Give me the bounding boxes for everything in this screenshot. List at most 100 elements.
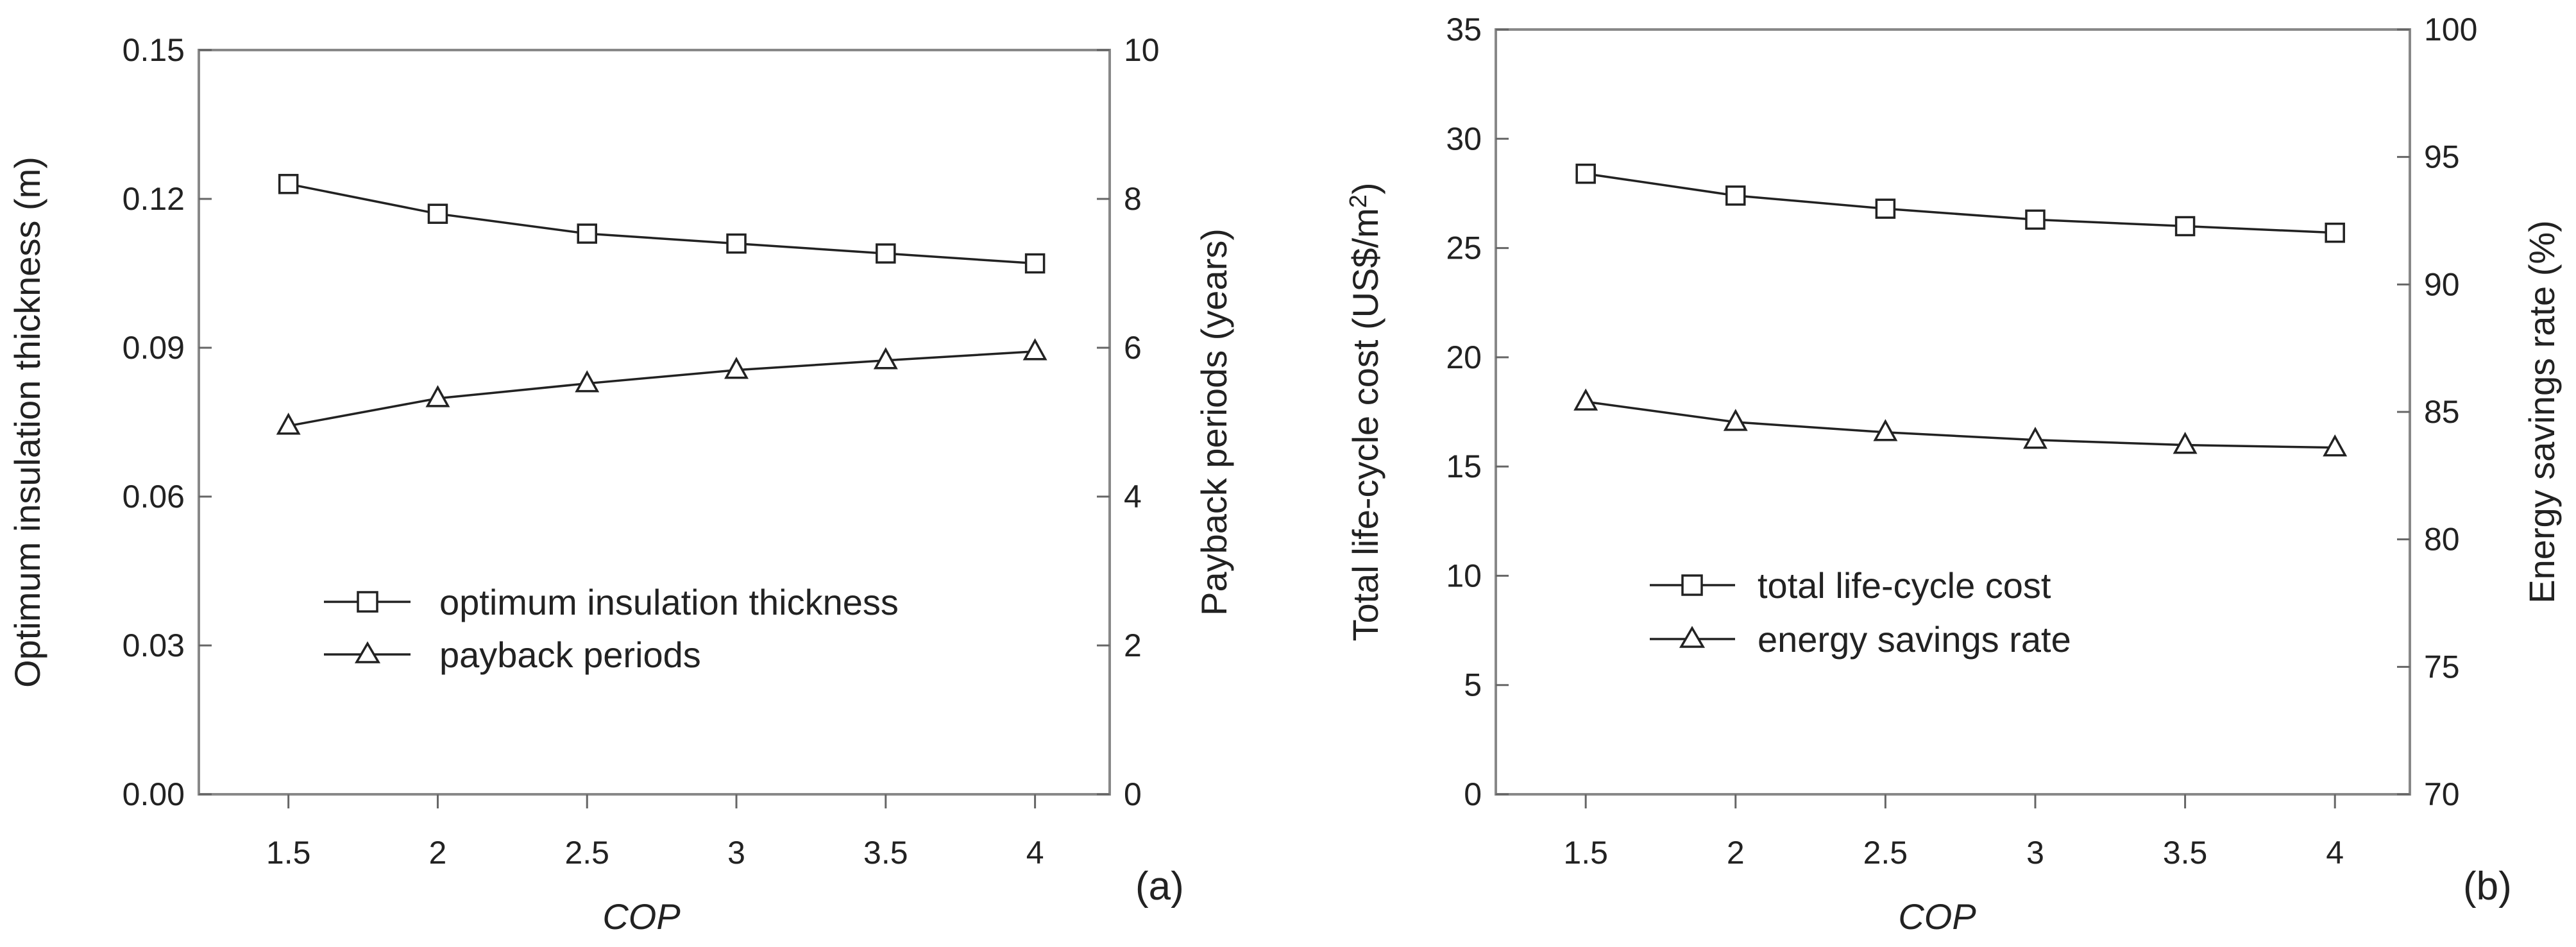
data-point-square: [1575, 164, 1596, 184]
data-point-square: [577, 223, 597, 244]
right-y-tick-label: 10: [1124, 32, 1160, 68]
legend-triangle-marker: [354, 641, 381, 663]
legend: total life-cycle cost energy savings rat…: [1650, 565, 2071, 660]
legend-square-marker: [357, 591, 378, 613]
y-axis-left-title-main: Total life-cycle cost (US$/m: [1345, 208, 1385, 641]
series-line: [288, 350, 1035, 427]
right-y-tick-label: 95: [2424, 139, 2460, 175]
series-line: [1585, 173, 2335, 234]
left-axis-ticks: 0.00 0.03 0.06 0.09 0.12 0.15: [123, 32, 212, 812]
panel-label-a: (a): [1135, 864, 1184, 909]
x-tick-label: 2.5: [1863, 835, 1908, 871]
x-tick-label: 1.5: [266, 835, 311, 871]
right-y-tick-label: 2: [1124, 627, 1142, 663]
right-axis-ticks: 70 75 80 85 90 95 100: [2397, 12, 2477, 812]
data-point-triangle: [2173, 432, 2198, 454]
data-point-square: [1024, 253, 1046, 274]
data-point-triangle: [575, 370, 600, 393]
series-total-life-cycle-cost: [1575, 164, 2345, 243]
right-y-tick-label: 90: [2424, 266, 2460, 302]
left-y-tick-label: 5: [1464, 667, 1482, 703]
left-y-tick-label: 0.00: [123, 776, 185, 812]
data-point-triangle: [724, 357, 749, 379]
left-y-tick-label: 15: [1446, 448, 1482, 484]
left-y-tick-label: 10: [1446, 558, 1482, 593]
data-point-triangle: [1573, 388, 1598, 411]
data-point-square: [1875, 198, 1896, 219]
legend: optimum insulation thickness payback per…: [324, 582, 899, 675]
legend-square-marker: [1681, 574, 1703, 596]
y-axis-right-title: Energy savings rate (%): [2521, 220, 2562, 604]
right-y-tick-label: 6: [1124, 330, 1142, 366]
y-axis-left-title-suffix: ): [1345, 182, 1385, 194]
x-tick-label: 3.5: [863, 835, 908, 871]
data-point-triangle: [276, 413, 301, 435]
data-point-square: [2174, 216, 2196, 237]
data-point-square: [876, 243, 896, 264]
plot-frame: [198, 49, 1111, 796]
y-axis-left-title-superscript: 2: [1345, 194, 1372, 208]
legend-triangle-marker: [1679, 626, 1706, 648]
data-point-triangle: [425, 385, 450, 407]
legend-label-cost: total life-cycle cost: [1758, 565, 2051, 606]
right-axis-ticks: 0 2 4 6 8 10: [1097, 32, 1160, 812]
left-y-tick-label: 30: [1446, 121, 1482, 157]
x-tick-label: 3.5: [2163, 835, 2208, 871]
right-y-tick-label: 4: [1124, 479, 1142, 515]
y-axis-left-title: Total life-cycle cost (US$/m2): [1345, 182, 1385, 641]
chart-panel-a: 0.00 0.03 0.06 0.09 0.12 0.15 0 2 4 6 8 10 1.5 2 2.5…: [7, 32, 1234, 937]
left-y-tick-label: 0.12: [123, 181, 185, 217]
x-axis-ticks: 1.5 2 2.5 3 3.5 4: [266, 794, 1044, 871]
data-point-triangle: [873, 347, 898, 370]
left-y-tick-label: 0.06: [123, 479, 185, 515]
x-tick-label: 2: [1727, 835, 1745, 871]
legend-label-thickness: optimum insulation thickness: [439, 582, 899, 622]
right-y-tick-label: 75: [2424, 649, 2460, 685]
data-point-square: [2025, 209, 2046, 230]
chart-panel-b: 0 5 10 15 20 25 30 35 70 75 80 85 90 95 100 1.5 2 2.5 3 3…: [1345, 12, 2562, 937]
right-y-tick-label: 70: [2424, 776, 2460, 812]
data-point-square: [427, 203, 448, 224]
data-point-triangle: [2023, 427, 2047, 449]
left-y-tick-label: 0.03: [123, 627, 185, 663]
left-y-tick-label: 0.15: [123, 32, 185, 68]
x-tick-label: 3: [2026, 835, 2044, 871]
left-y-tick-label: 25: [1446, 230, 1482, 266]
data-point-square: [2325, 222, 2345, 243]
x-tick-label: 4: [1026, 835, 1044, 871]
right-y-tick-label: 8: [1124, 181, 1142, 217]
data-point-square: [1725, 185, 1746, 206]
legend-label-payback: payback periods: [439, 635, 701, 675]
x-tick-label: 2.5: [564, 835, 609, 871]
left-y-tick-label: 0.09: [123, 330, 185, 366]
data-point-square: [278, 174, 299, 194]
x-tick-label: 1.5: [1563, 835, 1608, 871]
x-axis-ticks: 1.5 2 2.5 3 3.5 4: [1563, 794, 2344, 871]
data-point-square: [726, 233, 747, 254]
panel-label-b: (b): [2463, 864, 2512, 909]
left-axis-ticks: 0 5 10 15 20 25 30 35: [1446, 12, 1509, 812]
series-line: [288, 183, 1035, 265]
x-axis-title: COP: [1898, 896, 1976, 937]
plot-frame: [1495, 28, 2411, 796]
right-y-tick-label: 85: [2424, 394, 2460, 430]
data-point-triangle: [2323, 434, 2348, 457]
legend-label-savings: energy savings rate: [1758, 619, 2071, 660]
data-point-triangle: [1723, 409, 1748, 431]
right-y-tick-label: 100: [2424, 12, 2477, 47]
series-energy-savings-rate: [1573, 388, 2348, 457]
data-point-triangle: [1873, 419, 1898, 441]
x-tick-label: 4: [2326, 835, 2344, 871]
right-y-tick-label: 80: [2424, 522, 2460, 558]
y-axis-right-title: Payback periods (years): [1194, 228, 1234, 616]
left-y-tick-label: 0: [1464, 776, 1482, 812]
x-tick-label: 2: [429, 835, 447, 871]
left-y-tick-label: 20: [1446, 339, 1482, 375]
x-tick-label: 3: [727, 835, 745, 871]
series-optimum-insulation-thickness: [278, 174, 1046, 274]
right-y-tick-label: 0: [1124, 776, 1142, 812]
left-y-tick-label: 35: [1446, 12, 1482, 47]
data-point-triangle: [1022, 338, 1047, 361]
x-axis-title: COP: [602, 896, 680, 937]
